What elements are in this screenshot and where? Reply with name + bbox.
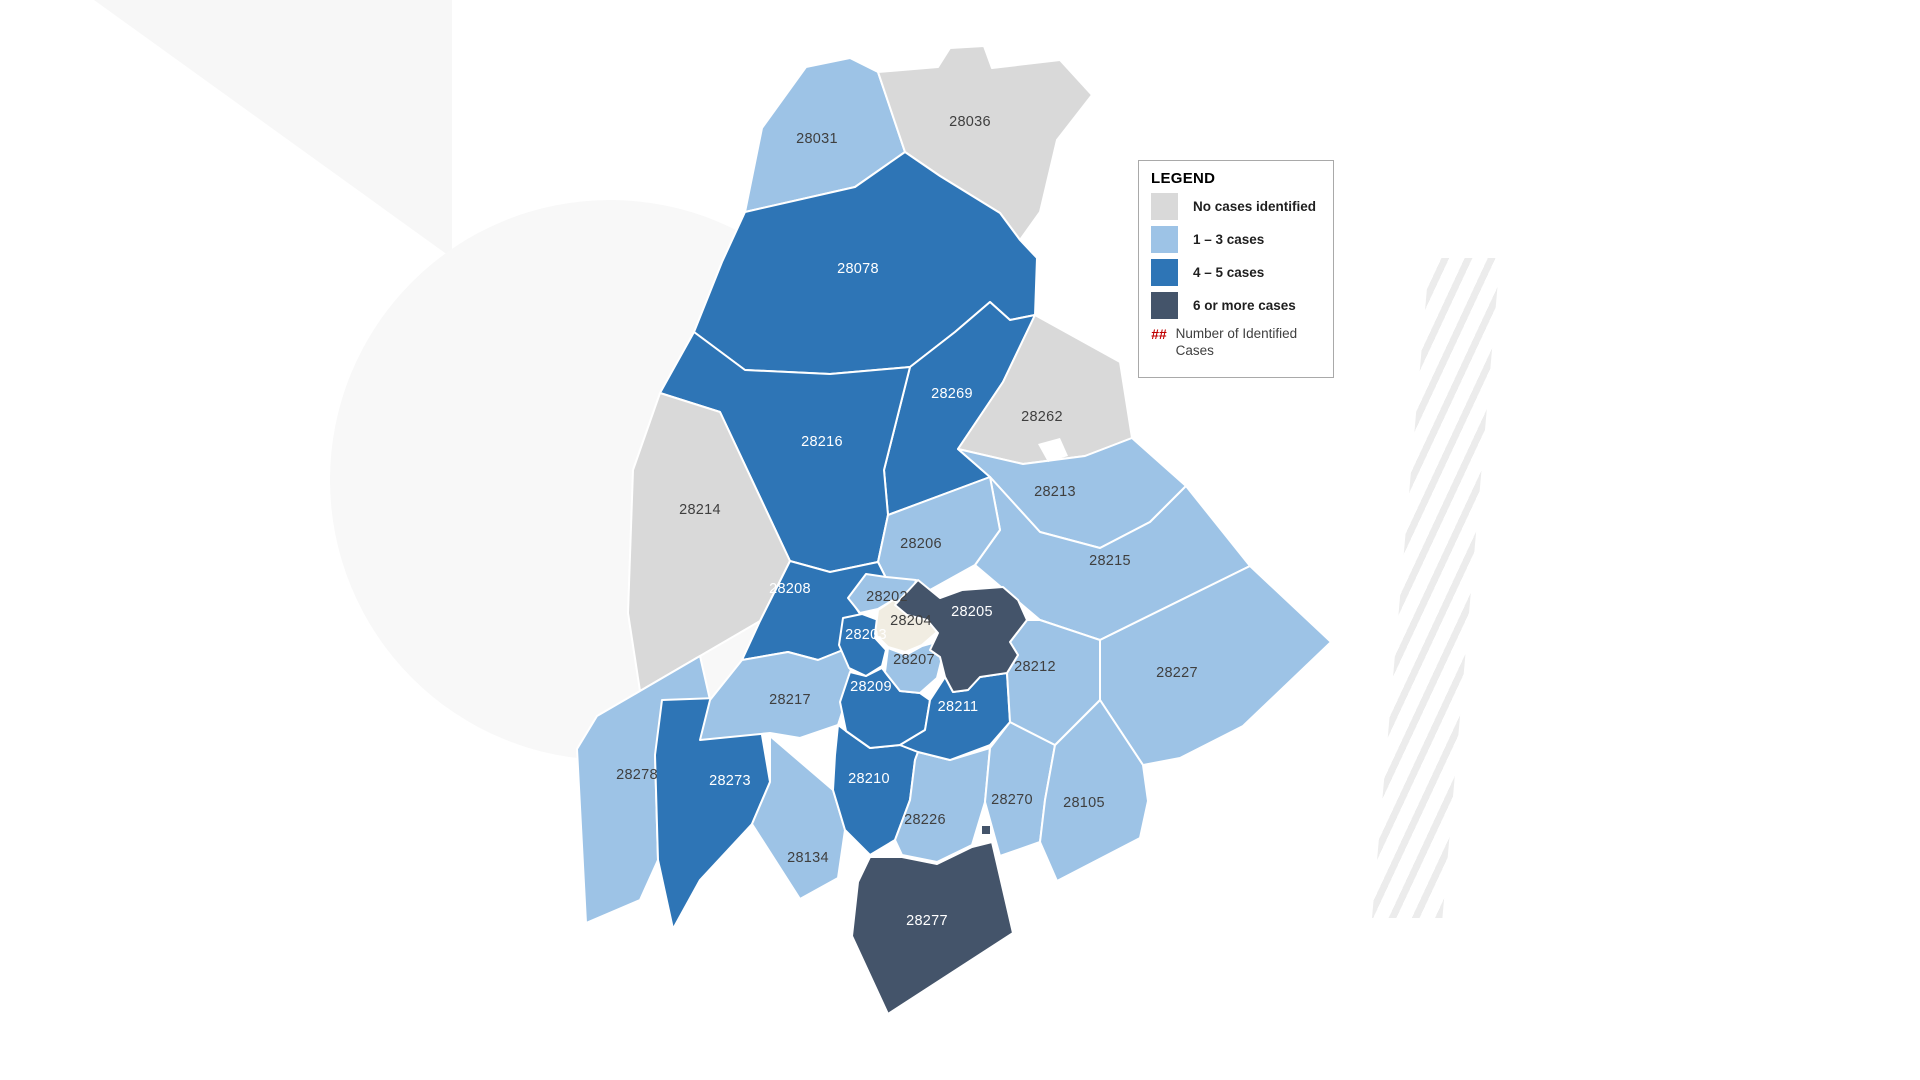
zip-label-28203: 28203 — [845, 627, 887, 643]
legend-item: 6 or more cases — [1151, 292, 1321, 319]
zip-region-28207 — [884, 641, 943, 694]
zip-label-28105: 28105 — [1063, 795, 1105, 811]
legend-item: 1 – 3 cases — [1151, 226, 1321, 253]
zip-label-28215: 28215 — [1089, 553, 1131, 569]
legend-item-label: 4 – 5 cases — [1193, 265, 1265, 280]
zip-label-28210: 28210 — [848, 771, 890, 787]
zip-region-28205 — [894, 579, 1028, 693]
legend-cases-symbol: ## — [1151, 326, 1167, 342]
zip-label-28209: 28209 — [850, 679, 892, 695]
zip-label-28202: 28202 — [866, 589, 908, 605]
zip-region-28105 — [1039, 699, 1149, 882]
legend-item: No cases identified — [1151, 193, 1321, 220]
zip-label-28036: 28036 — [949, 114, 991, 130]
zip-label-28206: 28206 — [900, 536, 942, 552]
zip-label-28216: 28216 — [801, 434, 843, 450]
zip-label-28217: 28217 — [769, 692, 811, 708]
zip-label-28277: 28277 — [906, 913, 948, 929]
zip-label-28211: 28211 — [938, 699, 979, 715]
legend-note: ## Number of Identified Cases — [1151, 326, 1321, 360]
legend-item-label: 1 – 3 cases — [1193, 232, 1265, 247]
zip-label-28269: 28269 — [931, 386, 973, 402]
map-detail-hole — [1038, 438, 1068, 462]
zip-label-28207: 28207 — [893, 652, 935, 668]
zip-label-28262: 28262 — [1021, 409, 1063, 425]
zip-label-28273: 28273 — [709, 773, 751, 789]
zip-label-28208: 28208 — [769, 581, 811, 597]
zip-label-28270: 28270 — [991, 792, 1033, 808]
zip-label-28213: 28213 — [1034, 484, 1076, 500]
zip-region-28203 — [838, 613, 887, 677]
legend-title: LEGEND — [1151, 170, 1216, 187]
legend-note-text: Number of Identified Cases — [1175, 326, 1298, 358]
zip-label-28204: 28204 — [890, 613, 932, 629]
legend-swatch — [1151, 226, 1178, 253]
zip-label-28227: 28227 — [1156, 665, 1198, 681]
legend-item-label: 6 or more cases — [1193, 298, 1296, 313]
zip-label-28214: 28214 — [679, 502, 721, 518]
zip-label-28226: 28226 — [904, 812, 946, 828]
zip-label-28134: 28134 — [787, 850, 829, 866]
zip-label-28205: 28205 — [951, 604, 993, 620]
zip-label-28278: 28278 — [616, 767, 658, 783]
legend-item-label: No cases identified — [1193, 199, 1317, 214]
legend: LEGEND No cases identified 1 – 3 cases 4 –… — [1138, 160, 1334, 378]
legend-swatch — [1151, 292, 1178, 319]
legend-items: No cases identified 1 – 3 cases 4 – 5 case… — [1151, 193, 1321, 319]
map-detail-speck — [982, 826, 990, 834]
zip-label-28212: 28212 — [1014, 659, 1056, 675]
legend-item: 4 – 5 cases — [1151, 259, 1321, 286]
zip-label-28078: 28078 — [837, 261, 879, 277]
zip-label-28031: 28031 — [796, 131, 838, 147]
legend-swatch — [1151, 259, 1178, 286]
zip-region-28277 — [851, 841, 1014, 1015]
legend-swatch — [1151, 193, 1178, 220]
